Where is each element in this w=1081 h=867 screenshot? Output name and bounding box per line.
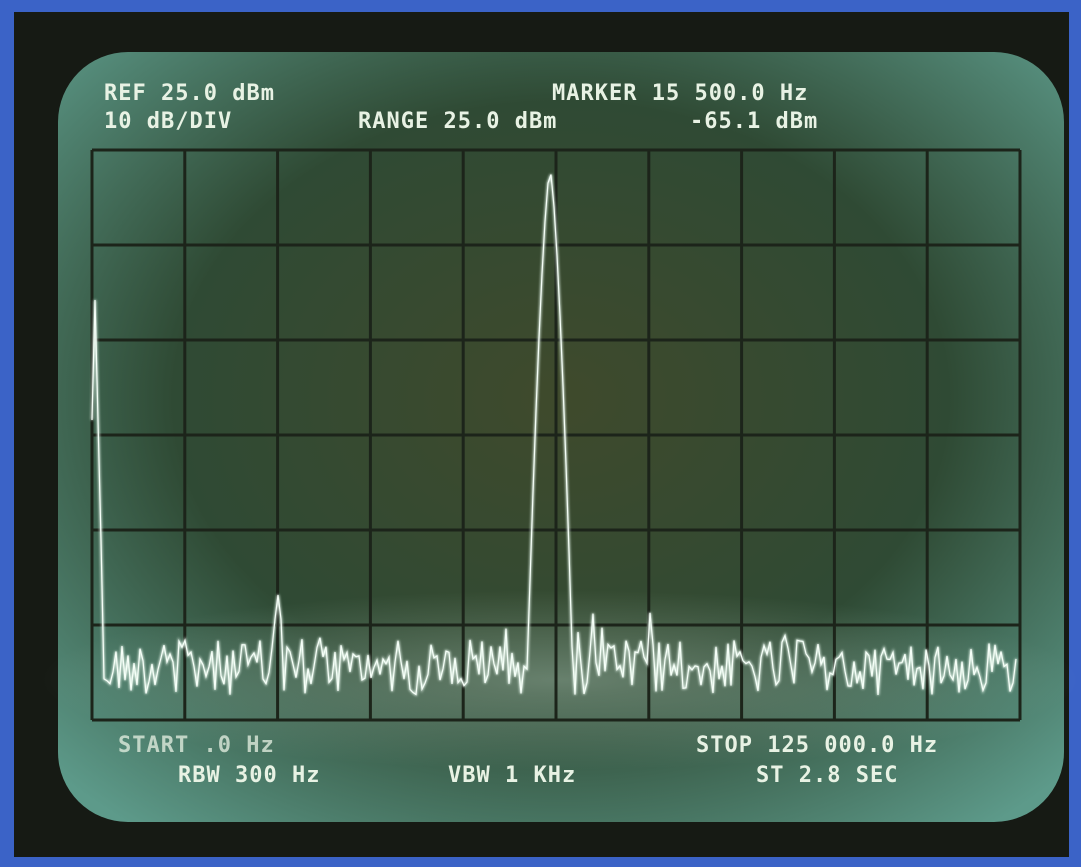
scale: 10 dB/DIV: [104, 109, 232, 134]
range: RANGE 25.0 dBm: [358, 109, 557, 134]
stop-frequency: STOP 125 000.0 Hz: [696, 733, 938, 758]
trace-core: [91, 174, 1017, 696]
start-frequency: START .0 Hz: [118, 733, 275, 758]
rbw: RBW 300 Hz: [178, 763, 320, 788]
sweep-time: ST 2.8 SEC: [756, 763, 898, 788]
screen-glow: [40, 590, 1080, 770]
marker-frequency: MARKER 15 500.0 Hz: [552, 81, 808, 106]
ref-level: REF 25.0 dBm: [104, 81, 275, 106]
marker-level: -65.1 dBm: [690, 109, 818, 134]
vbw: VBW 1 KHz: [448, 763, 576, 788]
